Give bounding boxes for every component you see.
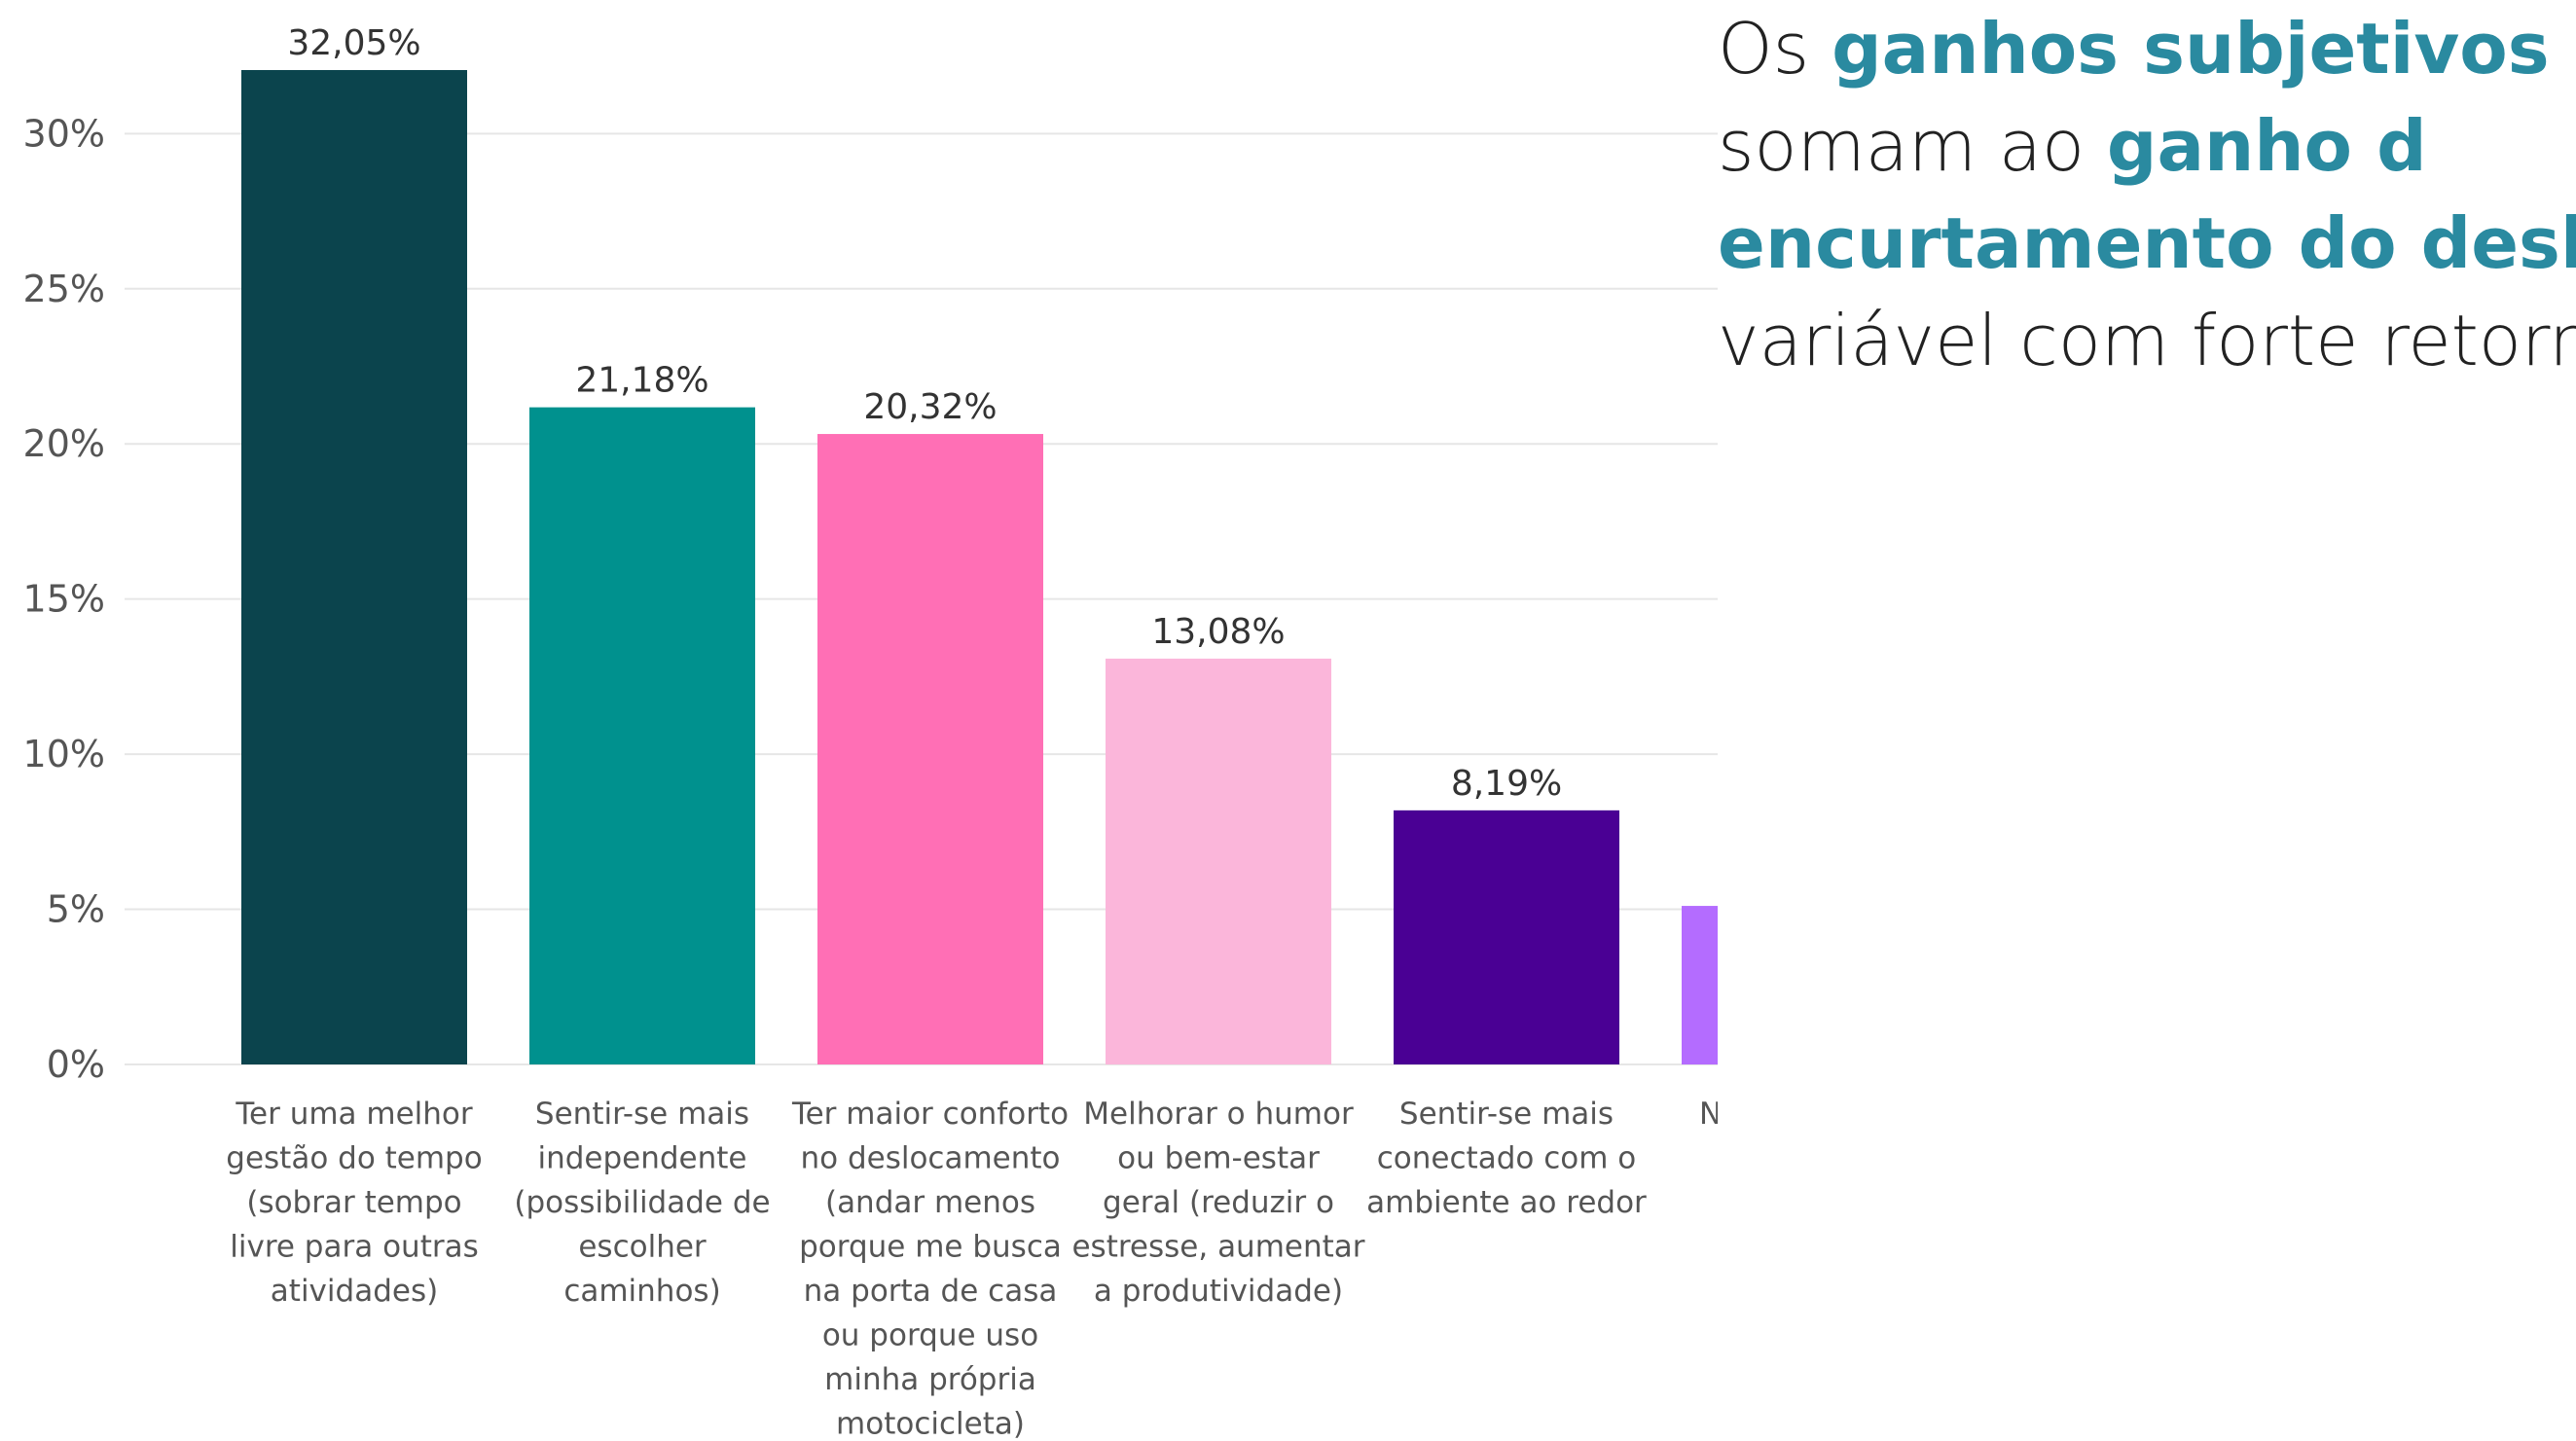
category-label-line: minha própria bbox=[824, 1362, 1036, 1397]
y-tick-label: 0% bbox=[47, 1043, 105, 1086]
category-label-line: Melhorar o humor bbox=[1083, 1097, 1354, 1132]
callout-line: Os ganhos subjetivos ( bbox=[1718, 0, 2576, 97]
category-label-line: ou porque uso bbox=[822, 1318, 1038, 1353]
category-label: Sentir-se mais conectado com o ambiente ao… bbox=[1366, 1097, 1647, 1220]
callout-line: encurtamento do deslo bbox=[1718, 195, 2576, 292]
y-axis-ticks: 0% 5% 10% 15% 20% 25% 30% bbox=[23, 112, 105, 1086]
category-label-line: estresse, aumentar bbox=[1071, 1230, 1364, 1265]
data-labels: 32,05%21,18%20,32%13,08%8,19%5,11%0,05%0… bbox=[287, 23, 1562, 804]
bar bbox=[529, 407, 755, 1064]
data-label: 21,18% bbox=[575, 361, 708, 401]
category-label-line: porque me busca bbox=[799, 1230, 1062, 1265]
category-label-line: (andar menos bbox=[825, 1185, 1035, 1220]
callout-highlight: ganhos subjetivos ( bbox=[1832, 8, 2576, 90]
callout-text: Os ganhos subjetivos (somam ao ganho d en… bbox=[1718, 0, 2576, 389]
data-label: 32,05% bbox=[287, 23, 420, 63]
category-label-line: (possibilidade de bbox=[514, 1185, 770, 1220]
category-label-line: na porta de casa bbox=[804, 1274, 1058, 1309]
bars bbox=[241, 70, 1718, 1064]
category-label-line: a produtividade) bbox=[1094, 1274, 1343, 1309]
category-label-line: no deslocamento bbox=[800, 1141, 1060, 1176]
data-label: 20,32% bbox=[863, 387, 997, 427]
category-label-line: gestão do tempo bbox=[226, 1141, 482, 1176]
category-label-line: Ter maior conforto bbox=[791, 1097, 1069, 1132]
bar bbox=[1394, 810, 1619, 1064]
category-label-line: caminhos) bbox=[563, 1274, 720, 1309]
y-tick-label: 20% bbox=[23, 422, 105, 465]
callout-text-segment: somam ao bbox=[1718, 105, 2107, 187]
category-label-line: escolher bbox=[578, 1230, 707, 1265]
bar bbox=[1682, 906, 1718, 1064]
y-tick-label: 5% bbox=[47, 888, 105, 931]
callout-line: somam ao ganho d bbox=[1718, 97, 2576, 195]
bar bbox=[1106, 658, 1331, 1064]
y-tick-label: 15% bbox=[23, 578, 105, 621]
callout-highlight: ganho d bbox=[2106, 105, 2427, 187]
category-label-line: ambiente ao redor bbox=[1366, 1185, 1647, 1220]
bar bbox=[817, 434, 1043, 1064]
category-label: Melhorar o humor ou bem-estar geral (reduz… bbox=[1071, 1097, 1364, 1309]
category-label-line: Nenhum dos bbox=[1699, 1097, 1718, 1132]
callout-text-segment: Os bbox=[1718, 8, 1832, 90]
category-label-line: livre para outras bbox=[230, 1230, 479, 1265]
callout-highlight: encurtamento do deslo bbox=[1718, 202, 2576, 284]
category-label: Sentir-se mais independente (possibilidade… bbox=[514, 1097, 770, 1309]
category-label-line: ou bem-estar bbox=[1117, 1141, 1320, 1176]
category-label-line: Ter uma melhor bbox=[235, 1097, 473, 1132]
category-label-line: independente bbox=[537, 1141, 746, 1176]
category-label: Ter uma melhor gestão do tempo (sobrar tem… bbox=[226, 1097, 482, 1309]
category-label-line: Sentir-se mais bbox=[535, 1097, 749, 1132]
data-label: 8,19% bbox=[1451, 764, 1562, 804]
y-tick-label: 10% bbox=[23, 733, 105, 775]
category-label-line: motocicleta) bbox=[836, 1407, 1025, 1441]
category-label-line: conectado com o bbox=[1377, 1141, 1636, 1176]
bar-chart: 0% 5% 10% 15% 20% 25% 30% 32,05% 21,18% 20,32% 13… bbox=[23, 23, 1718, 1441]
category-label: Ter maior conforto no deslocamento (andar … bbox=[791, 1097, 1069, 1441]
y-tick-label: 30% bbox=[23, 112, 105, 155]
callout-text-segment: variável com forte retorno bbox=[1718, 300, 2576, 381]
category-label: Nenhum dosanteriores bbox=[1699, 1097, 1718, 1176]
category-label-line: geral (reduzir o bbox=[1103, 1185, 1334, 1220]
data-label: 13,08% bbox=[1151, 612, 1285, 652]
category-label-line: Sentir-se mais bbox=[1399, 1097, 1614, 1132]
category-label-line: (sobrar tempo bbox=[246, 1185, 461, 1220]
category-labels: Ter uma melhor gestão do tempo (sobrar tem… bbox=[226, 1097, 1718, 1441]
callout-line: variável com forte retorno bbox=[1718, 292, 2576, 389]
y-tick-label: 25% bbox=[23, 268, 105, 310]
bar bbox=[241, 70, 467, 1064]
category-label-line: atividades) bbox=[271, 1274, 438, 1309]
